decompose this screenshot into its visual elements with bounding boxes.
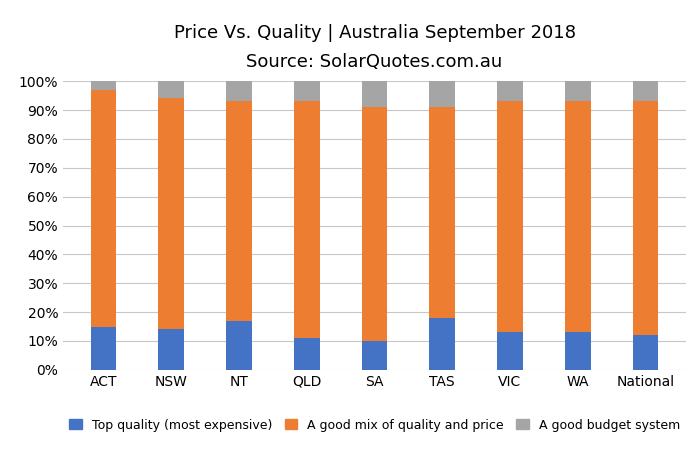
Bar [158, 81, 184, 98]
Bar [497, 101, 523, 332]
Bar [158, 98, 184, 329]
Bar [91, 327, 116, 370]
Bar [429, 81, 455, 107]
Title: Price Vs. Quality | Australia September 2018
Source: SolarQuotes.com.au: Price Vs. Quality | Australia September … [174, 24, 575, 71]
Bar [294, 338, 320, 370]
Bar [294, 81, 320, 101]
Bar [565, 101, 591, 332]
Bar [362, 341, 387, 370]
Bar [497, 81, 523, 101]
Bar [226, 101, 252, 321]
Bar [633, 81, 658, 101]
Bar [362, 107, 387, 341]
Bar [91, 81, 116, 90]
Bar [226, 81, 252, 101]
Bar [294, 101, 320, 338]
Bar [565, 81, 591, 101]
Bar [158, 329, 184, 370]
Bar [633, 101, 658, 335]
Legend: Top quality (most expensive), A good mix of quality and price, A good budget sys: Top quality (most expensive), A good mix… [64, 414, 685, 437]
Bar [497, 332, 523, 370]
Bar [362, 81, 387, 107]
Bar [429, 318, 455, 370]
Bar [565, 332, 591, 370]
Bar [226, 321, 252, 370]
Bar [91, 90, 116, 327]
Bar [633, 335, 658, 370]
Bar [429, 107, 455, 318]
